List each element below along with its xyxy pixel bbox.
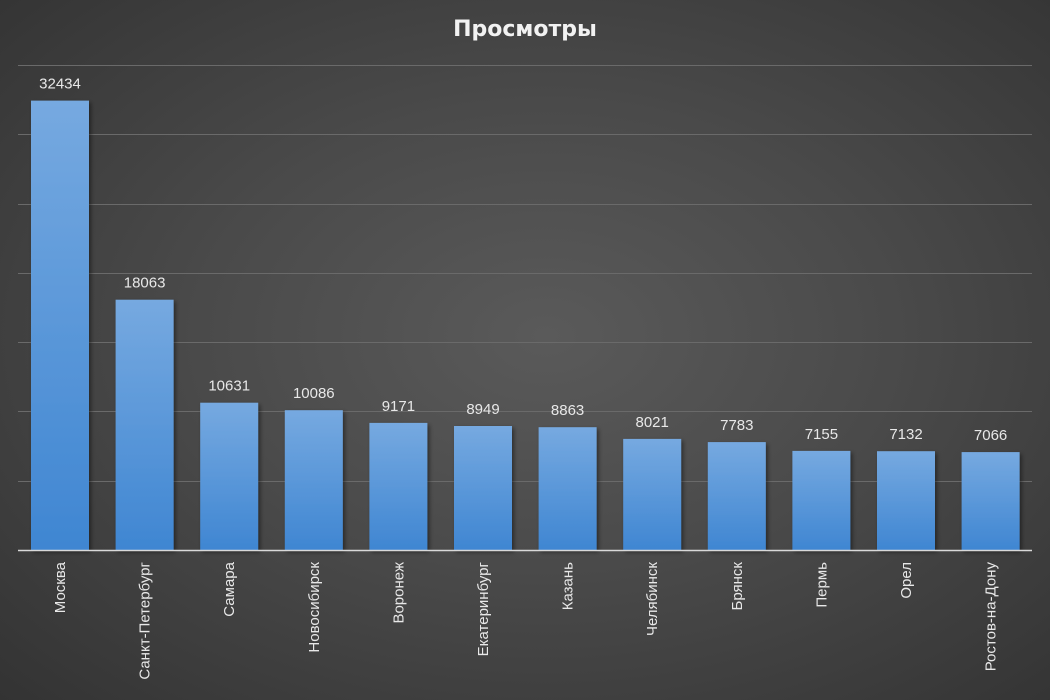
bar [707, 442, 766, 550]
category-label: Казань [560, 562, 577, 610]
bar-value-label: 7066 [974, 427, 1007, 444]
bar [115, 299, 174, 550]
bar [792, 450, 851, 550]
category-label: Воронеж [390, 562, 407, 624]
bar-value-label: 7132 [889, 426, 922, 443]
bar-value-label: 18063 [124, 275, 166, 292]
gridlines [18, 65, 1032, 482]
bar [284, 410, 343, 550]
data-labels: 32434 18063 10631 10086 9171 8949 8863 8021 7783… [39, 76, 1007, 445]
bar-value-label: 8021 [636, 414, 669, 431]
bar [200, 402, 259, 550]
bar [31, 100, 89, 550]
category-axis-labels: Москва Санкт-Петербург Самара Новосибирск Во… [52, 561, 1000, 679]
bar-value-label: 7783 [720, 417, 753, 434]
bar [877, 451, 935, 550]
category-label: Москва [52, 561, 69, 613]
bar-value-label: 7155 [805, 426, 838, 443]
category-label: Челябинск [644, 562, 661, 636]
category-label: Екатеринбург [475, 561, 492, 656]
category-label: Санкт-Петербург [137, 561, 154, 679]
bar-value-label: 10086 [293, 385, 335, 402]
category-label: Пермь [813, 562, 830, 608]
bar-value-label: 9171 [382, 398, 415, 415]
category-label: Самара [221, 561, 238, 616]
category-label: Брянск [729, 562, 746, 611]
bar-value-label: 8949 [466, 401, 499, 418]
category-label: Новосибирск [306, 562, 323, 653]
bars [31, 100, 1020, 550]
bar-value-label: 10631 [208, 378, 250, 395]
bar [538, 427, 597, 550]
bar [454, 426, 512, 550]
bar [961, 452, 1020, 550]
bar-value-label: 8863 [551, 402, 584, 419]
category-label: Ростов-на-Дону [983, 562, 1000, 672]
bar [369, 422, 428, 550]
bar [623, 438, 682, 550]
bar-value-label: 32434 [39, 76, 81, 93]
category-label: Орел [898, 562, 915, 599]
chart-title: Просмотры [453, 17, 597, 42]
